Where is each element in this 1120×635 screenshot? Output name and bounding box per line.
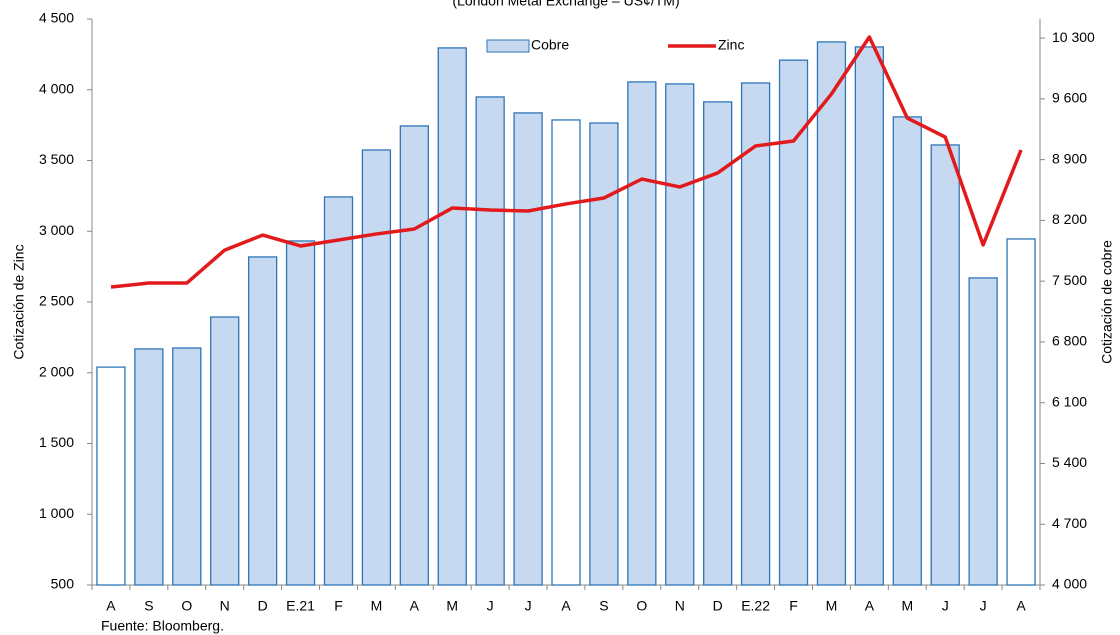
x-tick-label: O (181, 598, 192, 614)
x-tick-label: A (1016, 598, 1026, 614)
x-tick-label: N (675, 598, 685, 614)
x-tick-label: D (713, 598, 723, 614)
bar (172, 347, 202, 586)
x-tick-label: J (980, 598, 987, 614)
bar (930, 144, 960, 586)
bar (513, 112, 543, 586)
y-tick-label: 3 500 (39, 151, 74, 167)
y-tick-label: 4 000 (39, 80, 74, 96)
bar (627, 81, 657, 586)
bar (703, 101, 733, 586)
x-tick-label: M (901, 598, 913, 614)
x-tick-label: F (334, 598, 343, 614)
x-tick-label: E.21 (286, 598, 315, 614)
bar (778, 59, 809, 586)
source: Fuente: Bloomberg. (101, 618, 224, 634)
bar (323, 196, 354, 586)
bar (665, 83, 695, 586)
bar (361, 149, 392, 586)
bar (210, 316, 240, 586)
y-tick-label: 2 000 (39, 363, 74, 379)
bar (285, 240, 316, 586)
bar (399, 125, 429, 586)
y-tick-label: 1 500 (39, 434, 74, 450)
y2-tick-label: 10 300 (1052, 29, 1095, 45)
y2-tick-label: 4 000 (1052, 576, 1087, 592)
x-tick-label: S (144, 598, 153, 614)
x-tick-label: J (942, 598, 949, 614)
x-tick-label: M (826, 598, 838, 614)
y-axis-label: Cotización de Zinc (11, 244, 27, 359)
bar (96, 366, 126, 586)
x-tick-label: S (599, 598, 608, 614)
x-tick-label: M (371, 598, 383, 614)
x-tick-label: F (789, 598, 798, 614)
y2-tick-label: 6 100 (1052, 393, 1087, 409)
bar (892, 116, 922, 586)
y2-axis-label: Cotización de cobre (1099, 240, 1115, 364)
bar (968, 277, 998, 586)
x-tick-label: A (561, 598, 571, 614)
bar (475, 96, 505, 586)
bar (551, 119, 581, 586)
x-tick-label: A (106, 598, 116, 614)
y2-tick-label: 8 900 (1052, 150, 1087, 166)
y-tick-label: 500 (51, 576, 75, 592)
x-tick-label: A (865, 598, 875, 614)
bar (1006, 238, 1036, 586)
y-tick-label: 1 000 (39, 505, 74, 521)
line (110, 35, 1023, 289)
x-tick-label: J (525, 598, 532, 614)
x-tick-label: J (487, 598, 494, 614)
y2-tick-label: 8 200 (1052, 211, 1087, 227)
y2-tick-label: 5 400 (1052, 454, 1087, 470)
y-tick-label: 4 500 (39, 10, 74, 26)
y2-tick-label: 4 700 (1052, 515, 1087, 531)
y2-tick-label: 6 800 (1052, 333, 1087, 349)
legend-label: Zinc (718, 37, 744, 53)
x-tick-label: O (636, 598, 647, 614)
bar (816, 41, 847, 586)
y-tick-label: 3 000 (39, 222, 74, 238)
bar (134, 348, 164, 586)
legend-swatch (486, 39, 530, 53)
x-tick-label: A (410, 598, 420, 614)
x-tick-label: D (258, 598, 268, 614)
chart-subtitle: (London Metal Exchange – US¢/TM) (452, 0, 679, 9)
y-tick-label: 2 500 (39, 293, 74, 309)
bar (437, 47, 467, 586)
y2-tick-label: 9 600 (1052, 90, 1087, 106)
y2-tick-label: 7 500 (1052, 272, 1087, 288)
bar (740, 82, 771, 586)
legend-label: Cobre (531, 37, 569, 53)
bar (854, 46, 885, 586)
x-tick-label: N (220, 598, 230, 614)
x-tick-label: E.22 (741, 598, 770, 614)
x-tick-label: M (446, 598, 458, 614)
bar (247, 256, 278, 586)
